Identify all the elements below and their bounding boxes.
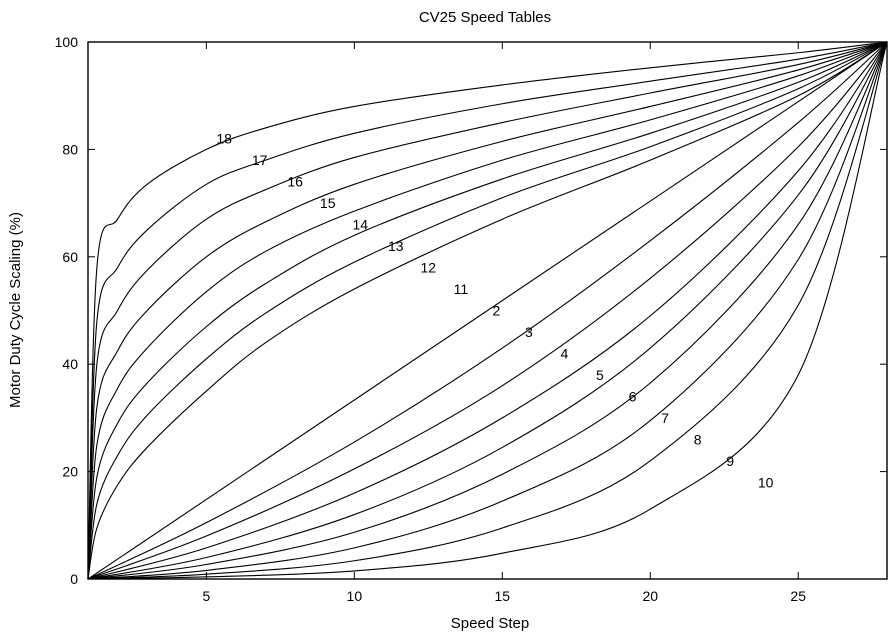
curve-label-4: 4 — [561, 345, 569, 361]
curve-5 — [87, 41, 888, 580]
curve-labels-group: 18 17 16 15 14 13 12 11 2 3 4 5 6 7 8 9 10 — [216, 131, 773, 491]
curve-3 — [87, 41, 888, 580]
x-tick-label: 15 — [495, 588, 511, 604]
curve-12 — [87, 41, 888, 580]
y-tick-label: 60 — [62, 249, 78, 265]
curve-18 — [87, 41, 888, 580]
y-tick-label: 80 — [62, 141, 78, 157]
y-axis: 0 20 40 60 80 100 — [55, 34, 887, 587]
curve-label-9: 9 — [726, 453, 734, 469]
curve-label-8: 8 — [694, 431, 702, 447]
curves-group — [87, 41, 888, 580]
x-axis-label: Speed Step — [451, 615, 529, 632]
y-tick-label: 40 — [62, 356, 78, 372]
curve-label-3: 3 — [525, 324, 533, 340]
curve-label-16: 16 — [287, 174, 303, 190]
curve-label-6: 6 — [629, 388, 637, 404]
curve-17 — [87, 41, 888, 580]
curve-13 — [87, 41, 888, 580]
curve-14 — [87, 41, 888, 580]
curve-label-15: 15 — [320, 195, 336, 211]
y-tick-label: 20 — [62, 464, 78, 480]
curve-4 — [87, 41, 888, 580]
curve-label-7: 7 — [661, 410, 669, 426]
curve-label-5: 5 — [596, 367, 604, 383]
x-axis: 5 10 15 20 25 — [202, 42, 806, 604]
curve-label-12: 12 — [421, 260, 437, 276]
x-tick-label: 5 — [202, 588, 210, 604]
curve-9 — [87, 41, 888, 580]
curve-label-11: 11 — [454, 281, 469, 297]
y-tick-label: 100 — [55, 34, 79, 50]
x-tick-label: 25 — [790, 588, 806, 604]
curve-2 — [87, 41, 888, 580]
curve-label-2: 2 — [492, 303, 500, 319]
y-axis-label: Motor Duty Cycle Scaling (%) — [7, 212, 24, 408]
curve-8 — [87, 41, 888, 580]
x-tick-label: 10 — [347, 588, 363, 604]
y-tick-label: 0 — [70, 571, 78, 587]
curve-11 — [87, 41, 888, 580]
curve-label-17: 17 — [252, 152, 268, 168]
curve-15 — [87, 41, 888, 580]
curve-16 — [87, 41, 888, 580]
curve-10 — [87, 41, 888, 580]
curve-label-18: 18 — [216, 131, 232, 147]
x-tick-label: 20 — [642, 588, 658, 604]
curve-7 — [87, 41, 888, 580]
curve-label-13: 13 — [388, 238, 404, 254]
curve-6 — [87, 41, 888, 580]
chart-title: CV25 Speed Tables — [419, 9, 551, 26]
curve-label-14: 14 — [352, 217, 368, 233]
plot-frame — [87, 41, 888, 580]
curve-label-10: 10 — [758, 474, 774, 490]
